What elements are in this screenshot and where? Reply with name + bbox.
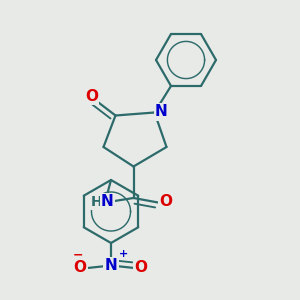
Text: N: N <box>101 194 114 209</box>
Text: N: N <box>155 104 167 119</box>
Text: N: N <box>105 258 117 273</box>
Text: H: H <box>91 195 102 208</box>
Text: O: O <box>85 89 98 104</box>
Text: −: − <box>73 249 83 262</box>
Text: O: O <box>74 260 87 274</box>
Text: +: + <box>118 249 128 259</box>
Text: O: O <box>134 260 148 274</box>
Text: O: O <box>159 194 172 209</box>
